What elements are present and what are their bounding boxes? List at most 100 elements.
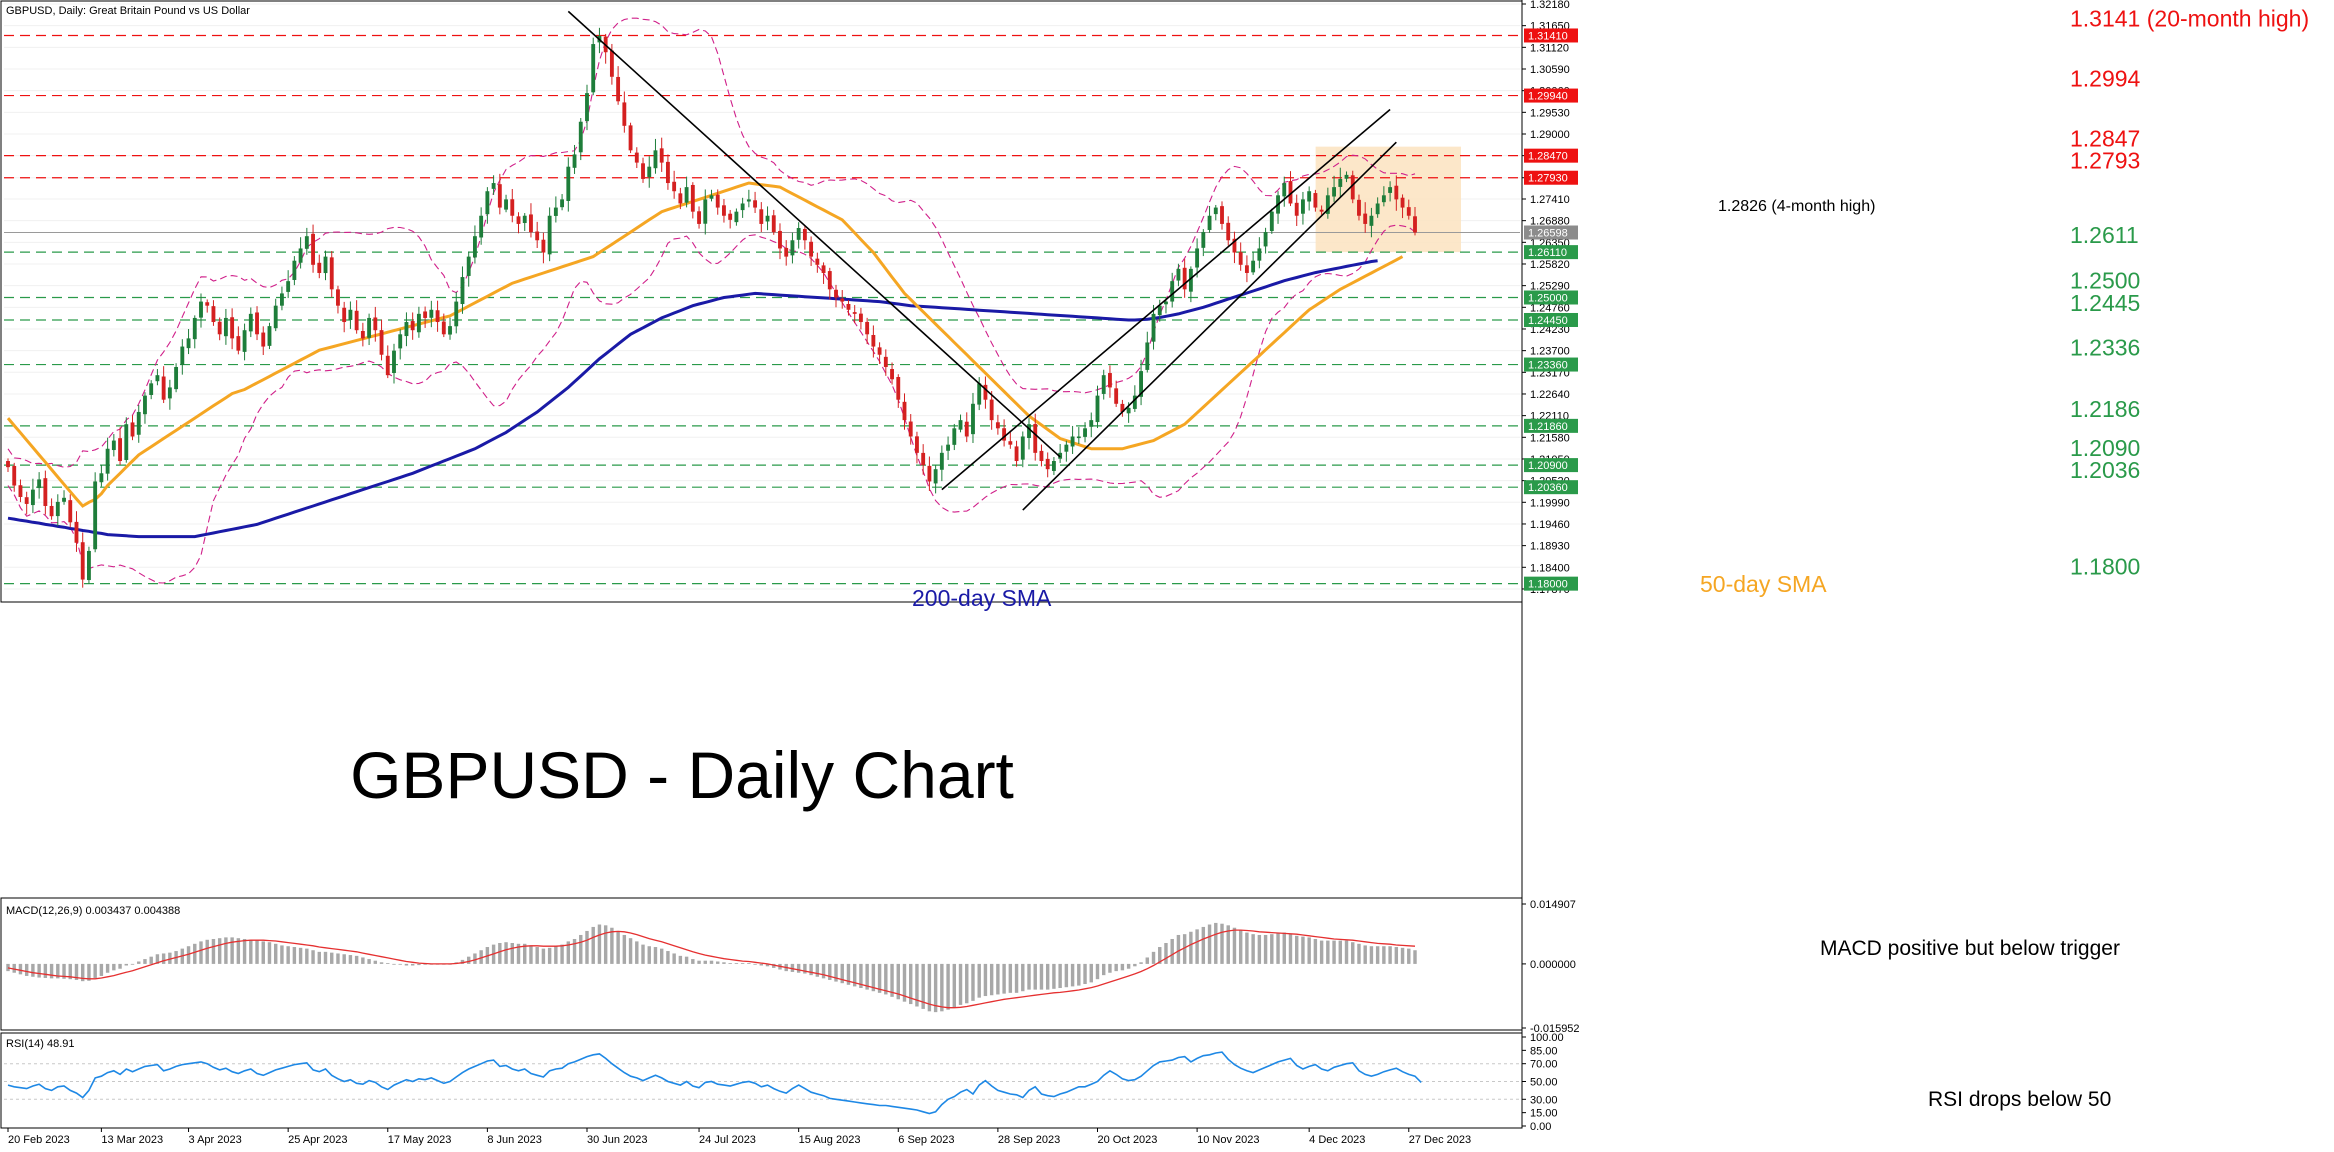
macd-histogram-bar — [622, 934, 627, 964]
macd-histogram-bar — [124, 963, 128, 966]
candle-body — [1139, 371, 1144, 397]
macd-histogram-bar — [1288, 934, 1293, 964]
macd-histogram-bar — [1014, 963, 1019, 993]
candle-body — [1157, 305, 1162, 316]
macd-histogram-bar — [809, 963, 813, 976]
chart-title: GBPUSD - Daily Chart — [350, 738, 1014, 812]
candle-body — [1406, 207, 1411, 216]
candle-body — [373, 317, 378, 331]
rsi-indicator-label: RSI(14) 48.91 — [6, 1038, 74, 1050]
macd-histogram-bar — [940, 963, 944, 1012]
candle-body — [1126, 407, 1131, 414]
candle — [771, 209, 776, 235]
candle-body — [360, 330, 365, 339]
candle — [336, 285, 340, 314]
price-axis: 1.321801.316501.311201.305901.300601.295… — [1521, 0, 1580, 1133]
macd-histogram-bar — [1226, 925, 1230, 964]
candle — [516, 212, 521, 234]
macd-histogram-bar — [983, 963, 988, 997]
candle — [1257, 237, 1262, 269]
macd-histogram-bar — [516, 943, 521, 964]
candle-body — [541, 239, 546, 253]
candle-body — [186, 338, 191, 349]
macd-histogram-bar — [354, 955, 359, 964]
macd-histogram-bar — [361, 957, 365, 964]
channel-lower-line — [1022, 141, 1397, 511]
candle-body — [1051, 461, 1056, 471]
candle-body — [317, 262, 322, 273]
level-label: 1.2611 — [2070, 222, 2139, 248]
candle — [68, 494, 73, 528]
candle-body — [1095, 395, 1100, 423]
candle-body — [1244, 265, 1249, 273]
candle — [809, 236, 814, 266]
candle — [385, 345, 390, 379]
candle-body — [155, 375, 160, 382]
candle — [877, 342, 882, 364]
candle — [161, 366, 166, 404]
candle-body — [273, 305, 278, 329]
macd-histogram-bar — [697, 960, 701, 964]
macd-histogram-bar — [224, 937, 228, 964]
macd-histogram-bar — [716, 961, 720, 964]
candle-body — [180, 346, 185, 365]
candle-body — [927, 465, 932, 482]
candle-body — [124, 424, 129, 460]
candle-body — [896, 377, 901, 400]
candle — [553, 196, 558, 223]
level-axis-tag — [1524, 357, 1578, 372]
macd-histogram-bar — [641, 944, 645, 964]
candle-body — [217, 321, 222, 335]
candle — [647, 156, 652, 188]
macd-histogram-bar — [579, 934, 583, 964]
channel-upper-line — [941, 108, 1391, 491]
candle-body — [311, 233, 315, 265]
candle-body — [1413, 216, 1417, 233]
candle — [871, 325, 876, 358]
candle — [1394, 175, 1399, 211]
candle-body — [1251, 260, 1256, 273]
time-tick-label: 17 May 2023 — [388, 1134, 452, 1146]
candle-body — [323, 256, 328, 274]
candle — [429, 300, 434, 328]
macd-histogram-bar — [236, 938, 241, 964]
candle-body — [192, 317, 197, 340]
candle — [211, 300, 216, 326]
candle — [852, 305, 857, 324]
macd-histogram-bar — [628, 938, 633, 964]
candle-body — [49, 505, 54, 517]
candle-body — [566, 166, 571, 201]
macd-histogram-bar — [996, 963, 1000, 995]
level-axis-tag — [1524, 418, 1578, 433]
candle-body — [1226, 222, 1231, 241]
candle-body — [149, 383, 154, 395]
candle-body — [765, 215, 770, 222]
macd-histogram-bar — [93, 963, 97, 978]
candle — [99, 464, 104, 487]
macd-histogram-bar — [410, 963, 415, 966]
macd-histogram-bar — [535, 947, 539, 964]
candle — [927, 456, 932, 491]
candle-body — [236, 336, 241, 351]
candle-body — [6, 461, 10, 468]
candle-body — [628, 125, 633, 151]
candle-body — [921, 452, 926, 466]
candle — [118, 427, 122, 465]
macd-histogram-bar — [404, 963, 409, 966]
macd-histogram-bar — [1021, 963, 1025, 992]
candle — [1002, 419, 1007, 447]
candle — [1213, 204, 1218, 221]
rsi-tick-label: 85.00 — [1530, 1045, 1558, 1057]
candle — [896, 374, 901, 408]
macd-histogram-bar — [1351, 942, 1355, 964]
candle-body — [1338, 178, 1343, 187]
candle-body — [68, 500, 73, 523]
candle — [1139, 359, 1144, 406]
candle-body — [572, 154, 577, 168]
candle-body — [329, 257, 334, 290]
macd-histogram-bar — [547, 947, 552, 964]
candle-body — [939, 452, 944, 470]
rsi-tick-label: 50.00 — [1530, 1077, 1558, 1089]
candle — [535, 221, 540, 249]
